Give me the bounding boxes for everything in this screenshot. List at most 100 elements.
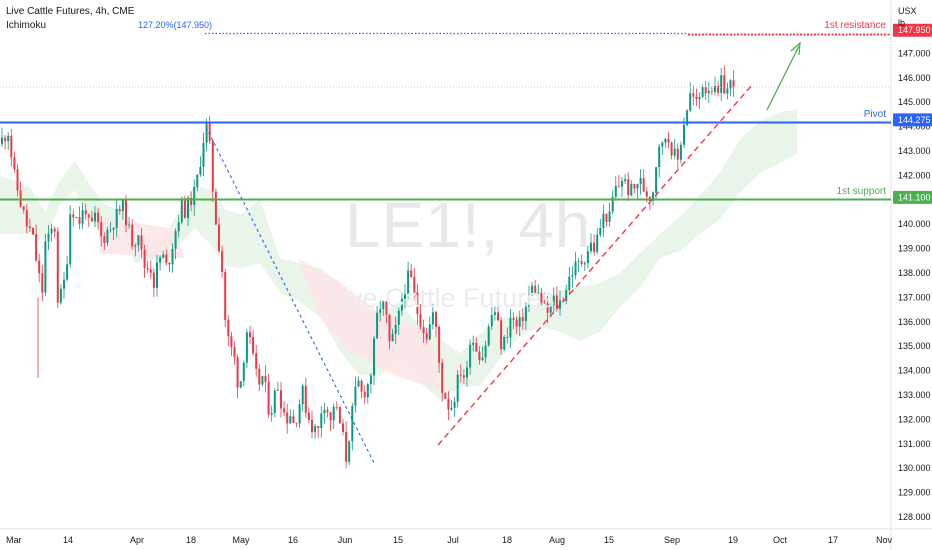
candle-body xyxy=(419,314,422,328)
candle-body xyxy=(283,408,286,413)
candle-body xyxy=(199,167,202,175)
candle-body xyxy=(413,277,416,293)
candle-body xyxy=(137,235,140,246)
y-tick-label: 139.000 xyxy=(898,244,931,254)
y-tick-label: 147.000 xyxy=(898,48,931,58)
candle-body xyxy=(683,125,685,145)
candle-body xyxy=(583,263,586,265)
candle-body xyxy=(624,179,627,182)
candle-body xyxy=(311,419,313,433)
candle-body xyxy=(518,317,521,327)
candle-body xyxy=(267,382,270,415)
x-tick-label: Aug xyxy=(549,535,565,545)
candle-body xyxy=(689,93,692,111)
candle-body xyxy=(636,184,639,189)
candle-body xyxy=(540,292,543,303)
candle-body xyxy=(348,441,351,462)
x-tick-label: Jul xyxy=(447,535,459,545)
candle-body xyxy=(38,260,41,274)
level-price-tag xyxy=(893,23,932,37)
candle-body xyxy=(469,344,472,368)
y-tick-label: 145.000 xyxy=(898,97,931,107)
candle-body xyxy=(710,91,713,92)
candle-body xyxy=(255,353,258,369)
candle-body xyxy=(431,312,434,325)
x-tick-label: 14 xyxy=(63,535,73,545)
candle-body xyxy=(407,270,410,295)
candle-body xyxy=(590,242,592,252)
y-tick-label: 142.000 xyxy=(898,170,931,180)
candles xyxy=(1,65,735,469)
candle-body xyxy=(323,409,326,414)
candle-body xyxy=(726,88,729,94)
candle-body xyxy=(118,209,121,212)
x-tick-label: Jun xyxy=(338,535,353,545)
candle-body xyxy=(701,87,704,97)
x-tick-label: 19 xyxy=(728,535,738,545)
candle-body xyxy=(438,327,441,363)
candle-body xyxy=(555,295,558,309)
candle-body xyxy=(10,135,13,158)
candle-body xyxy=(146,268,149,270)
candle-body xyxy=(174,231,177,249)
y-tick-label: 135.000 xyxy=(898,341,931,351)
candle-body xyxy=(369,375,372,385)
candle-body xyxy=(16,169,19,191)
candle-body xyxy=(422,327,425,334)
candle-body xyxy=(679,144,682,160)
x-tick-label: 18 xyxy=(502,535,512,545)
candle-body xyxy=(230,336,233,348)
candle-body xyxy=(723,75,726,94)
candle-body xyxy=(304,385,307,413)
candle-body xyxy=(249,332,251,338)
y-tick-label: 138.000 xyxy=(898,268,931,278)
x-tick-label: 16 xyxy=(288,535,298,545)
cloud-bullish xyxy=(0,109,797,400)
candle-body xyxy=(28,226,31,228)
candle-body xyxy=(565,290,568,301)
candle-body xyxy=(156,262,158,288)
candle-body xyxy=(205,121,208,143)
candle-body xyxy=(524,306,527,321)
candle-body xyxy=(475,343,478,352)
candle-body xyxy=(410,270,413,277)
candle-body xyxy=(388,314,391,342)
candle-body xyxy=(490,315,493,327)
candle-body xyxy=(332,406,335,421)
candle-body xyxy=(698,96,701,100)
candle-body xyxy=(552,295,555,306)
candle-body xyxy=(400,298,403,311)
candle-body xyxy=(295,422,298,424)
unit-label: lb xyxy=(898,18,906,28)
candle-body xyxy=(81,210,84,224)
candle-body xyxy=(385,301,388,315)
candle-body xyxy=(202,142,205,167)
candle-body xyxy=(549,305,552,313)
candle-body xyxy=(221,251,224,272)
drawings xyxy=(0,32,891,464)
candle-body xyxy=(515,319,518,327)
candle-body xyxy=(633,184,636,189)
candle-body xyxy=(307,412,310,420)
candle-body xyxy=(242,362,245,382)
x-tick-label: Oct xyxy=(773,535,788,545)
y-tick-label: 134.000 xyxy=(898,366,931,376)
x-tick-label: 15 xyxy=(393,535,403,545)
candle-body xyxy=(534,285,537,293)
candle-body xyxy=(673,148,676,156)
currency-label: USX xyxy=(898,6,917,16)
candle-body xyxy=(329,412,332,421)
candle-body xyxy=(245,332,248,363)
candle-body xyxy=(94,212,96,222)
candle-body xyxy=(602,213,605,228)
level-name-label: Pivot xyxy=(864,109,886,120)
candle-body xyxy=(351,405,354,442)
x-tick-label: 15 xyxy=(604,535,614,545)
candle-body xyxy=(580,261,583,265)
candle-body xyxy=(714,85,716,92)
candle-body xyxy=(270,412,273,415)
level-name-label: 1st resistance xyxy=(824,20,886,31)
y-tick-label: 143.000 xyxy=(898,146,931,156)
